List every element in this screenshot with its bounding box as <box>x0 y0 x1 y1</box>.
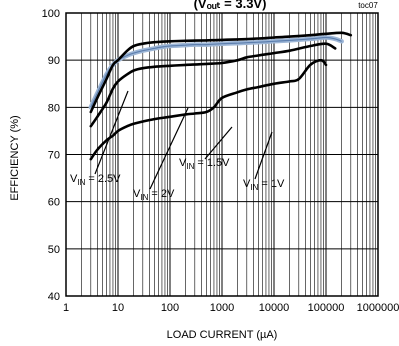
y-tick-label: 70 <box>48 150 60 162</box>
x-tick-label: 100 <box>161 302 179 314</box>
annotation-pointer <box>149 107 189 190</box>
chart-title: (Vₒᵤₜ = 3.3V) <box>194 0 267 11</box>
annotation-label: VIN = 1.5V <box>179 157 230 171</box>
x-tick-label: 10 <box>112 302 124 314</box>
x-tick-label: 10000 <box>259 302 290 314</box>
x-axis-label: LOAD CURRENT (µA) <box>167 329 278 341</box>
annotation-pointer <box>254 131 273 180</box>
y-axis-label: EFFICIENCY (%) <box>9 115 21 200</box>
annotation-label: VIN = 2.5V <box>70 173 121 187</box>
x-tick-label: 1 <box>63 302 69 314</box>
annotation-pointer <box>204 126 233 160</box>
x-tick-label: 100000 <box>308 302 345 314</box>
series-line-4 <box>89 58 328 161</box>
series-line-3 <box>89 42 337 128</box>
y-tick-label: 50 <box>48 244 60 256</box>
curves <box>88 31 353 161</box>
annotation-label: VIN = 1V <box>243 178 285 192</box>
corner-label: toc07 <box>358 1 378 10</box>
annotation-label: VIN = 2V <box>133 188 175 202</box>
series-line-2 <box>89 31 353 114</box>
y-tick-label: 90 <box>48 55 60 67</box>
y-tick-label: 40 <box>48 291 60 303</box>
y-tick-label: 80 <box>48 102 60 114</box>
tick-labels: 1 10 100 1000 10000 100000 1000000 40 50 60 70 80 90… <box>42 8 399 314</box>
grid <box>65 12 379 297</box>
y-tick-label: 60 <box>48 197 60 209</box>
x-tick-label: 1000000 <box>357 302 399 314</box>
y-tick-label: 100 <box>42 8 60 20</box>
annotations: VIN = 2.5V VIN = 2V VIN = 1.5V VIN = 1V <box>70 90 285 202</box>
x-tick-label: 1000 <box>210 302 234 314</box>
plot-frame <box>65 12 379 297</box>
annotation-pointer <box>94 90 129 175</box>
